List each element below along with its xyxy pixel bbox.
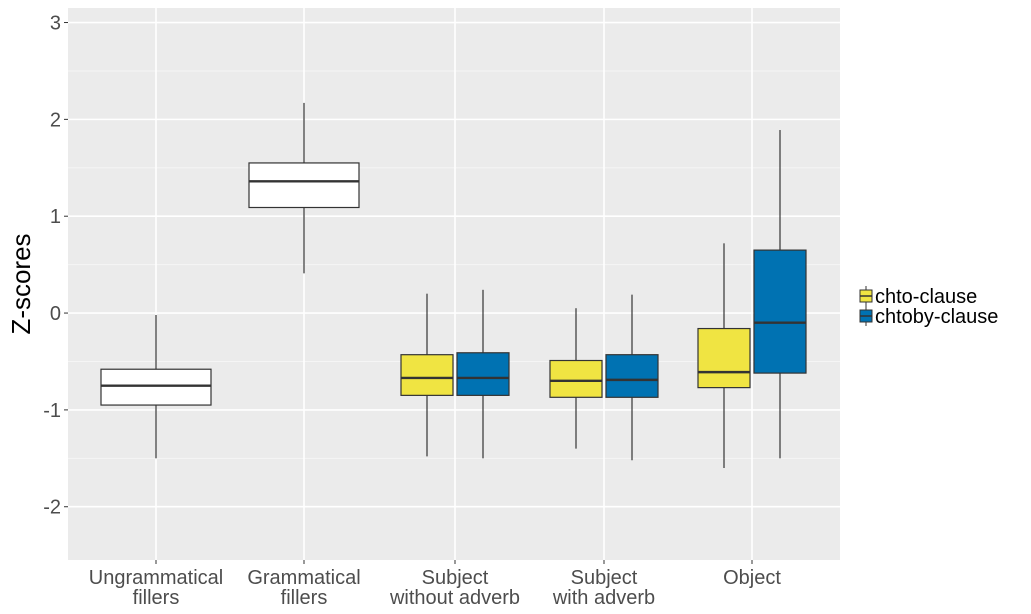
- box-1: [248, 102, 360, 274]
- x-tick-label-line: fillers: [133, 587, 180, 609]
- legend-key-chtoby-clause: [859, 306, 873, 326]
- y-tick-label: -2: [43, 497, 61, 519]
- legend-key-chto-clause: [859, 286, 873, 306]
- x-tick-label: Subject without adverb: [389, 567, 520, 609]
- x-tick-label: Object: [723, 567, 781, 589]
- plot-panel: [68, 8, 840, 560]
- box-4-chto-clause: [697, 243, 751, 468]
- y-tick-label: 2: [50, 109, 61, 131]
- x-tick-label-line: Subject: [571, 567, 638, 589]
- box-3-chtoby-clause: [605, 294, 659, 461]
- y-axis: -2 -1 0 1 2 3: [43, 13, 68, 519]
- box-2-chto-clause: [400, 293, 454, 457]
- iqr-box: [100, 368, 212, 406]
- x-tick-label: Ungrammatical fillers: [89, 567, 223, 609]
- box-4-chtoby-clause: [753, 130, 807, 459]
- iqr-box: [753, 249, 807, 374]
- x-tick-label-line: Ungrammatical: [89, 567, 223, 589]
- x-tick-label-line: fillers: [281, 587, 328, 609]
- y-tick-label: 1: [50, 206, 61, 228]
- box-0: [100, 314, 212, 459]
- y-tick-label: 0: [50, 303, 61, 325]
- x-tick-label: Grammatical fillers: [247, 567, 360, 609]
- iqr-box: [400, 354, 454, 396]
- x-tick-label: Subject with adverb: [552, 567, 655, 609]
- iqr-box: [605, 354, 659, 398]
- x-tick-label-line: Grammatical: [247, 567, 360, 589]
- x-tick-label-line: without adverb: [389, 587, 520, 609]
- legend-label: chtoby-clause: [875, 306, 998, 328]
- x-tick-label-line: with adverb: [552, 587, 655, 609]
- legend-label: chto-clause: [875, 286, 977, 308]
- box-2-chtoby-clause: [456, 289, 510, 459]
- iqr-box: [248, 162, 360, 209]
- iqr-box: [697, 327, 751, 389]
- iqr-box: [549, 359, 603, 398]
- major-gridlines: [68, 8, 840, 560]
- minor-gridlines: [68, 70, 840, 459]
- y-tick-label: -1: [43, 400, 61, 422]
- x-tick-label-line: Object: [723, 567, 781, 589]
- box-series: [100, 102, 807, 468]
- iqr-box: [456, 352, 510, 396]
- y-tick-label: 3: [50, 13, 61, 35]
- box-3-chto-clause: [549, 308, 603, 449]
- y-axis-title: Z-scores: [6, 233, 36, 334]
- x-tick-label-line: Subject: [422, 567, 489, 589]
